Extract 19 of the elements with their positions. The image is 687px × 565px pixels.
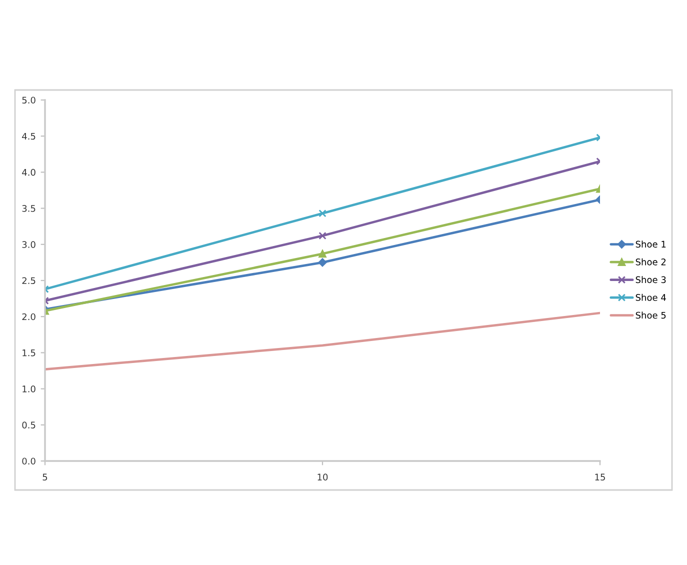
y-tick-label: 3.0	[22, 241, 36, 248]
y-tick-label: 1.5	[22, 350, 36, 356]
y-tick-label: 0.0	[22, 458, 36, 465]
legend-label: Shoe 4	[636, 294, 666, 301]
y-tick-label: 0.5	[22, 422, 36, 428]
legend-label: Shoe 3	[636, 276, 666, 284]
legend-label: Shoe 2	[636, 258, 666, 266]
x-tick-label: 5	[42, 474, 48, 480]
y-tick-label: 1.0	[22, 386, 36, 392]
y-tick-label: 4.5	[22, 132, 36, 140]
y-tick-label: 2.0	[22, 313, 36, 320]
legend-label: Shoe 5	[636, 312, 666, 319]
legend-label: Shoe 1	[636, 240, 666, 248]
y-tick-label: 2.5	[22, 277, 36, 284]
x-tick-label: 15	[595, 474, 605, 480]
x-tick-label: 10	[318, 474, 328, 480]
y-tick-label: 3.5	[22, 205, 36, 212]
y-tick-label: 5.0	[22, 96, 36, 104]
y-tick-label: 4.0	[22, 168, 36, 176]
